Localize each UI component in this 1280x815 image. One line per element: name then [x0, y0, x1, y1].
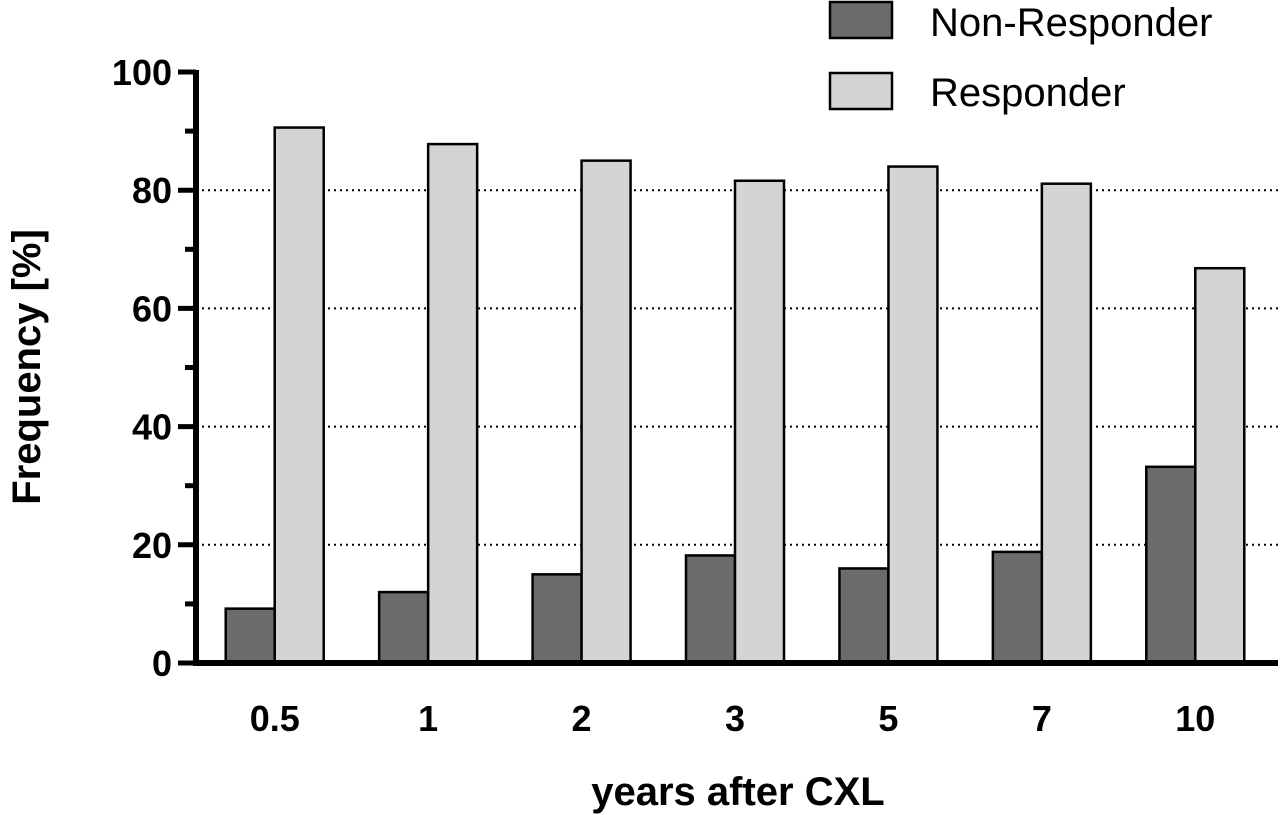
bar-non-responder-10: [1145, 465, 1197, 665]
x-tick-label: 2: [572, 698, 592, 739]
x-tick-label: 0.5: [250, 698, 300, 739]
bar-responder-5: [887, 165, 939, 665]
bar-responder-1: [426, 142, 479, 665]
bar-responder-2: [580, 159, 632, 665]
y-tick-label: 20: [132, 525, 172, 566]
bar-non-responder-2: [531, 573, 583, 665]
legend-label-responder: Responder: [930, 71, 1126, 115]
bar-non-responder-5: [838, 567, 890, 665]
x-tick-label: 1: [418, 698, 438, 739]
y-tick-label: 0: [152, 643, 172, 684]
x-tick-label: 5: [878, 698, 898, 739]
x-tick-label: 3: [725, 698, 745, 739]
legend: Non-Responder Responder: [828, 0, 1212, 115]
bar-responder-0_5: [273, 126, 325, 665]
axes: [178, 69, 1278, 666]
bar-non-responder-1: [377, 590, 430, 665]
legend-label-non-responder: Non-Responder: [930, 1, 1212, 45]
bar-non-responder-3: [684, 554, 737, 665]
x-tick-label: 7: [1032, 698, 1052, 739]
y-tick-label: 60: [132, 288, 172, 329]
bar-responder-3: [733, 179, 786, 665]
y-tick-label: 100: [112, 52, 172, 93]
bar-responder-10: [1194, 266, 1246, 665]
y-tick-label: 40: [132, 407, 172, 448]
bar-non-responder-7: [991, 550, 1044, 665]
x-axis-label: years after CXL: [591, 770, 884, 814]
legend-swatch-responder: [828, 71, 894, 111]
y-axis-label: Frequency [%]: [5, 229, 49, 505]
y-tick-label: 80: [132, 170, 172, 211]
bar-responder-7: [1040, 182, 1093, 665]
bar-non-responder-0_5: [224, 607, 276, 665]
x-tick-label: 10: [1175, 698, 1215, 739]
legend-swatch-non-responder: [828, 0, 894, 40]
bars: [224, 126, 1246, 665]
